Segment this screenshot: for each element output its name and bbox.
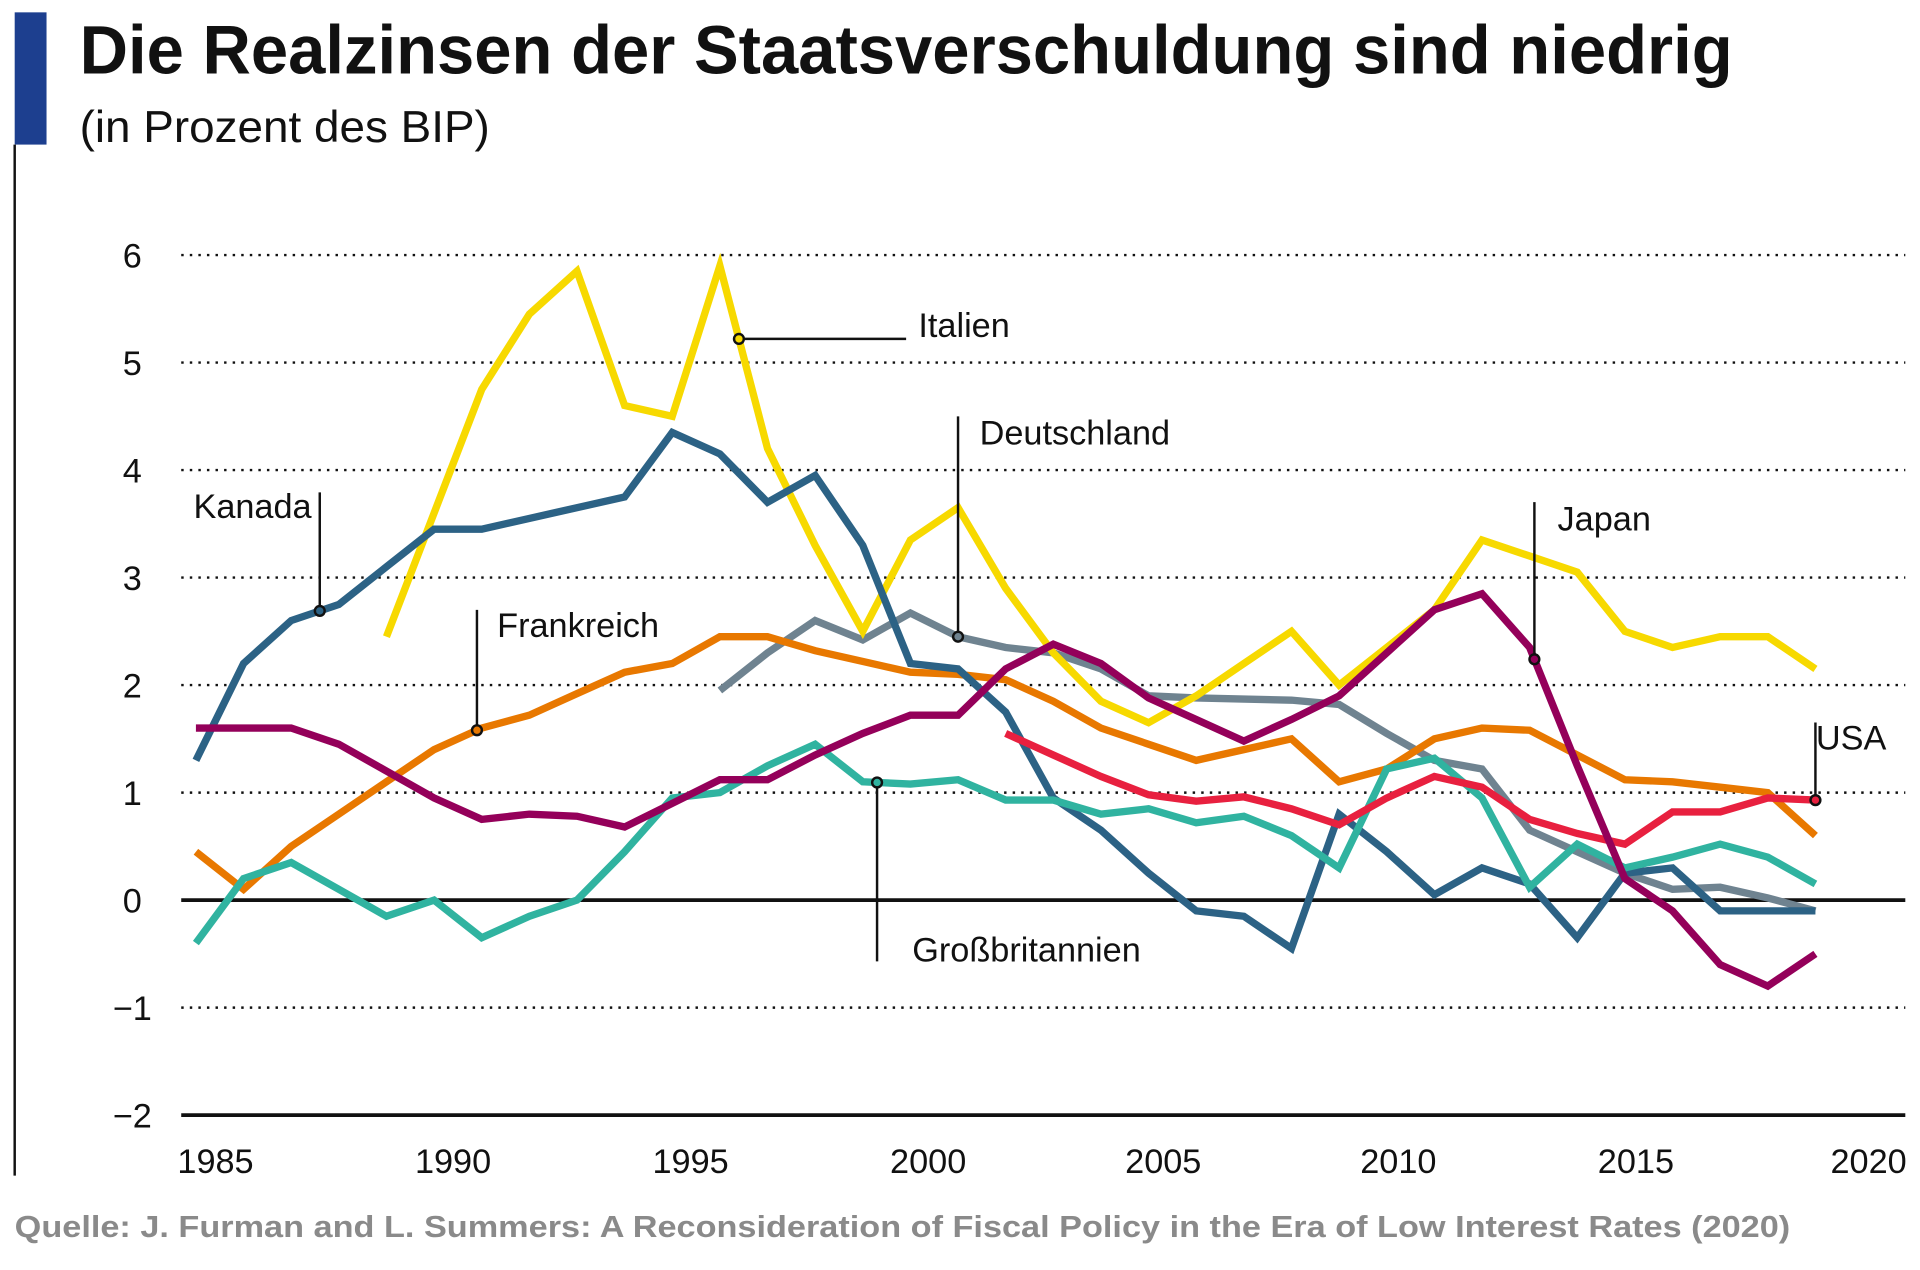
series-label-italien: Italien <box>918 307 1009 345</box>
x-axis-ticks: 1985 1990 1995 2000 2005 2010 2015 2020 <box>177 1143 1906 1181</box>
leader-dot-frankreich <box>470 724 484 737</box>
y-tick-label: 3 <box>123 560 142 598</box>
y-tick-label: 4 <box>123 452 142 490</box>
y-tick-label: 6 <box>123 237 142 275</box>
x-tick-label: 1990 <box>415 1143 491 1181</box>
series-lines <box>192 252 1818 991</box>
x-tick-label: 2010 <box>1360 1143 1436 1181</box>
series-line-grossbritannien <box>192 739 1818 946</box>
x-tick-label: 2015 <box>1598 1143 1674 1181</box>
leader-dot-italien <box>732 332 746 346</box>
title-accent-bar <box>14 12 47 145</box>
leader-dot-usa <box>1809 793 1822 807</box>
series-line-deutschland <box>717 608 1817 915</box>
leader-dot-japan <box>1528 653 1541 666</box>
series-label-kanada: Kanada <box>193 488 312 526</box>
series-line-usa <box>1004 730 1816 849</box>
series-line-frankreich <box>193 633 1818 895</box>
source-note: Quelle: J. Furman and L. Summers: A Reco… <box>15 1210 1791 1244</box>
series-label-usa: USA <box>1816 719 1887 757</box>
x-tick-label: 2020 <box>1830 1143 1906 1181</box>
y-axis-ticks: 6 5 4 3 2 1 0 −1 −2 <box>113 237 152 1135</box>
x-tick-label: 1985 <box>177 1143 253 1181</box>
y-tick-label: 1 <box>123 775 142 813</box>
y-tick-label: −1 <box>113 990 152 1028</box>
y-tick-label: 0 <box>123 882 142 920</box>
leader-dot-kanada <box>313 604 326 618</box>
series-line-japan <box>195 589 1818 991</box>
x-tick-label: 2005 <box>1125 1143 1201 1181</box>
chart-subtitle: (in Prozent des BIP) <box>80 103 490 152</box>
series-label-frankreich: Frankreich <box>497 607 659 645</box>
x-tick-label: 1995 <box>652 1143 728 1181</box>
chart-title: Die Realzinsen der Staatsverschuldung si… <box>80 12 1733 89</box>
leader-dot-grossbritannien <box>870 776 884 789</box>
y-tick-label: −2 <box>113 1097 152 1135</box>
leader-dot-deutschland <box>951 630 965 643</box>
gridlines <box>181 253 1906 1117</box>
y-tick-label: 2 <box>123 667 142 705</box>
series-label-grossbritannien: Großbritannien <box>912 931 1141 969</box>
y-tick-label: 5 <box>123 345 142 383</box>
series-label-deutschland: Deutschland <box>980 415 1170 453</box>
series-line-italien <box>383 252 1818 727</box>
series-label-japan: Japan <box>1558 500 1651 538</box>
series-labels: Kanada Italien Frankreich Deutschland Japan U… <box>193 307 1886 969</box>
x-tick-label: 2000 <box>890 1143 966 1181</box>
series-line-kanada <box>192 427 1816 955</box>
